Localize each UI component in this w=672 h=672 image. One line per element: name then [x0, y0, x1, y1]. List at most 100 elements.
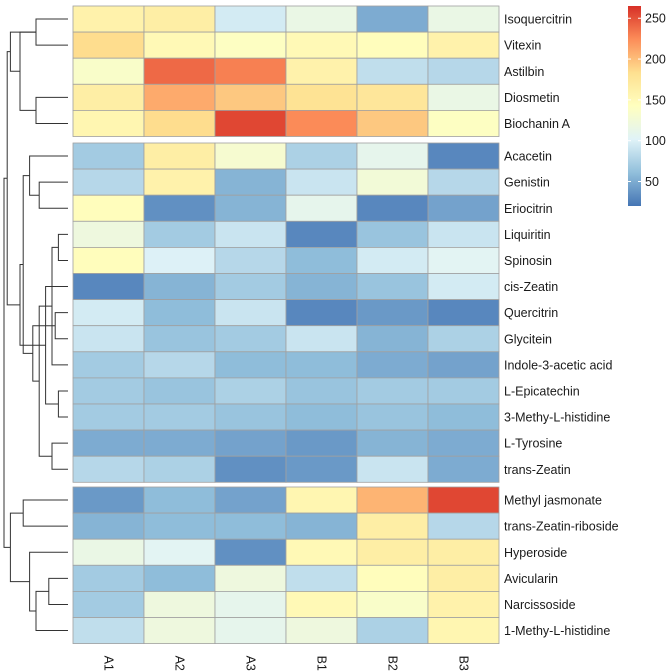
dendrogram-branch: [51, 442, 68, 470]
row-label: cis-Zeatin: [504, 280, 558, 294]
heatmap-cell: [72, 299, 145, 327]
heatmap-cell: [214, 429, 287, 457]
row-label: Quercitrin: [504, 306, 558, 320]
colorbar-tick-label: 150: [645, 93, 666, 107]
heatmap-cell: [214, 455, 287, 483]
row-label: L-Epicatechin: [504, 384, 580, 398]
heatmap-cell: [285, 194, 358, 222]
heatmap-cell: [356, 246, 429, 274]
heatmap-cell: [285, 57, 358, 85]
heatmap-cell: [214, 246, 287, 274]
dendrogram-branch: [9, 31, 36, 72]
heatmap-cell: [72, 83, 145, 111]
heatmap-cell: [72, 351, 145, 379]
dendrogram-branch: [22, 175, 33, 354]
heatmap-cell: [214, 591, 287, 618]
dendrogram-branch: [45, 286, 68, 405]
heatmap-cell: [285, 403, 358, 431]
heatmap-cell: [285, 110, 358, 137]
heatmap-cell: [72, 486, 145, 514]
row-label: 1-Methy-L-histidine: [504, 624, 610, 638]
heatmap-cell: [72, 5, 145, 33]
column-label: B2: [386, 656, 400, 671]
row-label: 3-Methy-L-histidine: [504, 411, 610, 425]
heatmap-cell: [427, 142, 500, 170]
row-label: Diosmetin: [504, 91, 560, 105]
heatmap-cell: [143, 194, 216, 222]
heatmap-cell: [356, 83, 429, 111]
heatmap-cell: [427, 273, 500, 301]
heatmap-cell: [427, 617, 500, 645]
heatmap-cell: [72, 377, 145, 405]
dendrogram-branch: [57, 233, 68, 261]
heatmap-cell: [214, 617, 287, 645]
heatmap-cell: [427, 31, 500, 59]
heatmap-cell: [214, 299, 287, 327]
row-label: Methyl jasmonate: [504, 494, 602, 508]
heatmap-cell: [143, 455, 216, 483]
heatmap-cell: [427, 325, 500, 353]
heatmap-cell: [356, 486, 429, 514]
colorbar-tick-label: 50: [645, 175, 659, 189]
heatmap-cell: [72, 512, 145, 540]
heatmap-cell: [285, 83, 358, 111]
heatmap-cell: [285, 377, 358, 405]
heatmap-cell: [427, 486, 500, 514]
heatmap-cell: [285, 486, 358, 514]
heatmap-cell: [214, 83, 287, 111]
heatmap-cell: [143, 325, 216, 353]
heatmap-cell: [356, 31, 429, 59]
heatmap-cell: [143, 31, 216, 59]
heatmap-cell: [356, 325, 429, 353]
row-label: Isoquercitrin: [504, 13, 572, 27]
heatmap-cell: [72, 142, 145, 170]
column-label: B3: [457, 656, 471, 671]
column-label: A3: [244, 656, 258, 671]
heatmap-cell: [285, 591, 358, 618]
heatmap-cell: [356, 5, 429, 33]
heatmap-cell: [143, 351, 216, 379]
heatmap-cell: [143, 403, 216, 431]
colorbar-tick-label: 250: [645, 12, 666, 26]
row-label: Vitexin: [504, 39, 541, 53]
heatmap-cell: [143, 246, 216, 274]
colorbar-gradient: [628, 6, 641, 206]
heatmap-cell: [356, 512, 429, 540]
heatmap-cell: [72, 194, 145, 222]
heatmap-cell: [214, 57, 287, 85]
heatmap-cell: [356, 110, 429, 137]
heatmap-cell: [427, 429, 500, 457]
heatmap-cell: [356, 429, 429, 457]
heatmap-cell: [143, 273, 216, 301]
heatmap-cell: [214, 403, 287, 431]
row-label: L-Tyrosine: [504, 437, 562, 451]
heatmap-cell: [356, 220, 429, 248]
heatmap-cell: [285, 246, 358, 274]
row-label: Narcissoside: [504, 598, 576, 612]
heatmap-cell: [356, 455, 429, 483]
heatmap-cell: [427, 110, 500, 137]
heatmap-cell: [214, 273, 287, 301]
dendrogram-branch: [38, 181, 68, 209]
dendrogram-branch: [51, 246, 68, 366]
heatmap-cell: [285, 5, 358, 33]
heatmap-cell: [72, 246, 145, 274]
heatmap-cell: [427, 168, 500, 196]
heatmap-cell: [427, 351, 500, 379]
row-label: Biochanin A: [504, 117, 571, 131]
heatmap-cell: [285, 351, 358, 379]
heatmap-cell: [143, 57, 216, 85]
heatmap-cell: [356, 591, 429, 618]
heatmap-cell: [143, 83, 216, 111]
column-label: A2: [173, 656, 187, 671]
heatmap-cell: [427, 455, 500, 483]
heatmap-cell: [72, 617, 145, 645]
heatmap-cell: [356, 142, 429, 170]
heatmap-cell: [356, 57, 429, 85]
heatmap-cell: [427, 194, 500, 222]
row-label: Astilbin: [504, 65, 544, 79]
heatmap-cell: [427, 246, 500, 274]
heatmap-cell: [427, 220, 500, 248]
heatmap-cell: [214, 351, 287, 379]
heatmap-cell: [214, 142, 287, 170]
